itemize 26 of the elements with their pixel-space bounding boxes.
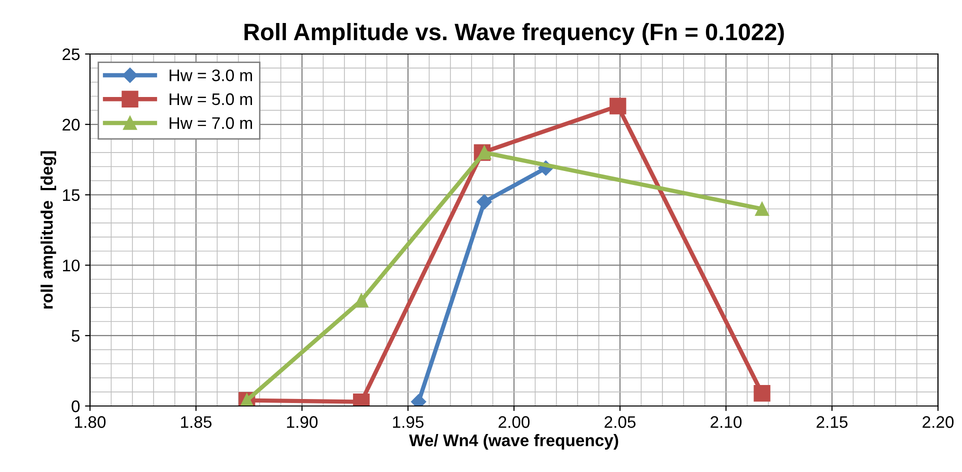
point <box>477 146 492 160</box>
point <box>754 384 770 402</box>
x-tick-label: 2.05 <box>604 416 636 428</box>
legend-label: Hw = 5.0 m <box>170 93 252 106</box>
x-tick-label: 1.95 <box>393 416 424 428</box>
x-axis-title: We/ Wn4 (wave frequency) <box>409 434 618 450</box>
point <box>755 202 769 216</box>
x-tick-label: 2.00 <box>498 416 530 428</box>
x-tick-label: 2.20 <box>922 416 954 428</box>
y-axis-title: roll amplitude [deg] <box>40 151 56 309</box>
x-tick-label: 2.10 <box>710 416 742 428</box>
x-tick-label: 1.80 <box>75 416 106 428</box>
point <box>476 194 492 210</box>
legend-label: Hw = 7.0 m <box>170 117 252 129</box>
x-tick-label: 1.90 <box>287 416 318 428</box>
x-tick-label: 1.85 <box>181 416 212 428</box>
chart-title: Roll Amplitude vs. Wave frequency (Fn = 0.1022) <box>244 23 784 46</box>
point <box>610 98 626 114</box>
y-tick-label: 5 <box>72 330 80 342</box>
legend-label: Hw = 3.0 m <box>170 69 252 82</box>
y-tick-label: 25 <box>62 48 80 60</box>
x-tick-label: 2.15 <box>816 416 848 428</box>
y-tick-label: 15 <box>63 189 80 202</box>
y-tick-label: 10 <box>63 260 80 272</box>
y-tick-label: 20 <box>62 118 80 131</box>
y-tick-label: 0 <box>72 400 80 412</box>
